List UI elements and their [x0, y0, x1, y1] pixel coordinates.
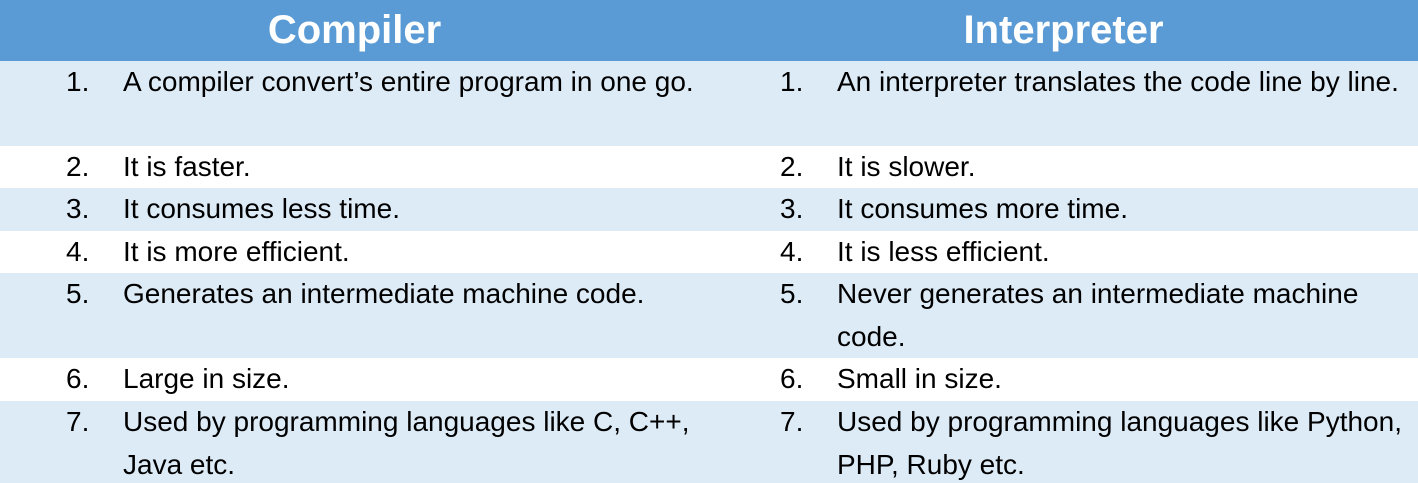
item-text: An interpreter translates the code line … — [837, 66, 1399, 97]
item-number: 4. — [66, 236, 90, 267]
header-interpreter: Interpreter — [963, 8, 1164, 52]
interpreter-cell: 7. Used by programming languages like Py… — [709, 401, 1418, 483]
header-compiler: Compiler — [267, 8, 442, 52]
item-number: 7. — [780, 406, 804, 437]
item-number: 2. — [780, 151, 804, 182]
table-row: 4. It is more efficient. 4. It is less e… — [0, 231, 1418, 273]
item-text: A compiler convert’s entire program in o… — [123, 66, 694, 97]
item-text: Never generates an intermediate machine … — [837, 278, 1359, 352]
item-text: Used by programming languages like Pytho… — [837, 406, 1402, 480]
item-text: Small in size. — [837, 363, 1002, 394]
compiler-cell: 4. It is more efficient. — [0, 231, 709, 273]
interpreter-cell: 1. An interpreter translates the code li… — [709, 61, 1418, 146]
compiler-cell: 1. A compiler convert’s entire program i… — [0, 61, 709, 146]
item-text: It consumes more time. — [837, 193, 1128, 224]
item-number: 1. — [780, 66, 804, 97]
compiler-cell: 6. Large in size. — [0, 358, 709, 401]
table-row: 3. It consumes less time. 3. It consumes… — [0, 188, 1418, 231]
item-text: It is slower. — [837, 151, 976, 182]
item-number: 7. — [66, 406, 90, 437]
item-text: Large in size. — [123, 363, 290, 394]
item-text: It is less efficient. — [837, 236, 1050, 267]
table-header: Compiler Interpreter — [0, 0, 1418, 61]
item-number: 6. — [780, 363, 804, 394]
table-row: 2. It is faster. 2. It is slower. — [0, 146, 1418, 188]
table-row: 5. Generates an intermediate machine cod… — [0, 273, 1418, 358]
item-number: 5. — [66, 278, 90, 309]
interpreter-cell: 6. Small in size. — [709, 358, 1418, 401]
table-row: 6. Large in size. 6. Small in size. — [0, 358, 1418, 401]
table-row: 1. A compiler convert’s entire program i… — [0, 61, 1418, 146]
item-text: Generates an intermediate machine code. — [123, 278, 645, 309]
item-number: 3. — [780, 193, 804, 224]
item-number: 4. — [780, 236, 804, 267]
item-text: It is more efficient. — [123, 236, 350, 267]
table-row: 7. Used by programming languages like C,… — [0, 401, 1418, 483]
item-text: It consumes less time. — [123, 193, 400, 224]
item-text: It is faster. — [123, 151, 251, 182]
item-text: Used by programming languages like C, C+… — [123, 406, 690, 480]
item-number: 2. — [66, 151, 90, 182]
compiler-cell: 7. Used by programming languages like C,… — [0, 401, 709, 483]
item-number: 5. — [780, 278, 804, 309]
compiler-cell: 2. It is faster. — [0, 146, 709, 188]
interpreter-cell: 2. It is slower. — [709, 146, 1418, 188]
compiler-cell: 3. It consumes less time. — [0, 188, 709, 231]
interpreter-cell: 3. It consumes more time. — [709, 188, 1418, 231]
interpreter-cell: 4. It is less efficient. — [709, 231, 1418, 273]
item-number: 1. — [66, 66, 90, 97]
item-number: 6. — [66, 363, 90, 394]
item-number: 3. — [66, 193, 90, 224]
interpreter-cell: 5. Never generates an intermediate machi… — [709, 273, 1418, 358]
compiler-cell: 5. Generates an intermediate machine cod… — [0, 273, 709, 358]
